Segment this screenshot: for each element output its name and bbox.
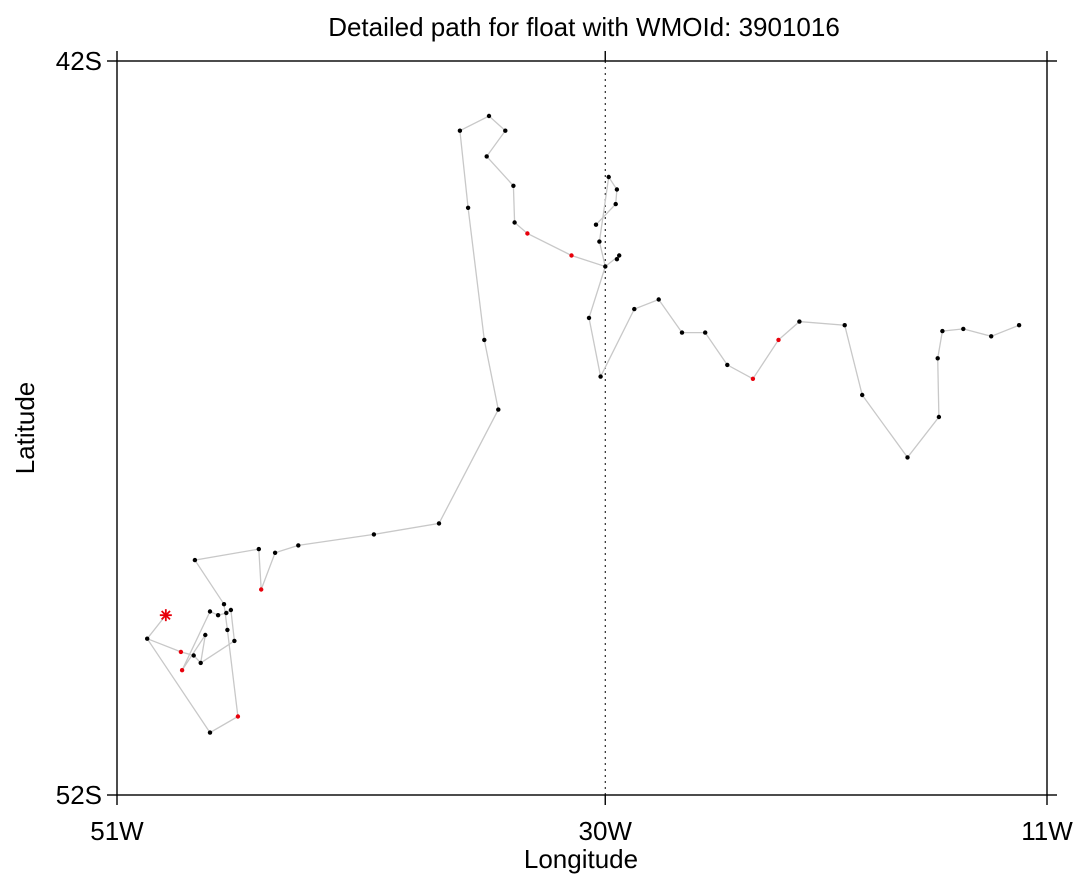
path-point bbox=[512, 220, 517, 225]
path-point bbox=[496, 407, 501, 412]
highlight-point bbox=[178, 649, 184, 655]
path-point bbox=[207, 730, 213, 735]
float-path-line-layer bbox=[146, 115, 1020, 734]
path-point bbox=[198, 660, 203, 666]
y-axis-label: Latitude bbox=[10, 382, 40, 475]
path-point bbox=[961, 326, 966, 332]
path-point bbox=[614, 257, 620, 262]
path-point bbox=[511, 183, 516, 188]
float-path-line bbox=[146, 115, 1020, 734]
y-axis-ticks: 42S 52S bbox=[56, 46, 1057, 810]
path-point bbox=[465, 205, 471, 210]
x-tick-label: 51W bbox=[90, 816, 144, 846]
highlight-point bbox=[179, 668, 185, 673]
path-point bbox=[207, 609, 213, 614]
path-point bbox=[503, 128, 508, 133]
path-point bbox=[232, 638, 237, 644]
x-axis-ticks: 51W 30W 11W bbox=[90, 51, 1073, 846]
plot-area bbox=[116, 60, 1048, 796]
path-point bbox=[598, 374, 603, 379]
path-point bbox=[989, 334, 994, 339]
path-point bbox=[256, 546, 261, 552]
path-point bbox=[935, 356, 940, 361]
path-point bbox=[632, 306, 637, 312]
highlight-point bbox=[259, 587, 264, 592]
path-point bbox=[203, 632, 208, 638]
highlight-point bbox=[776, 337, 781, 343]
highlight-point bbox=[235, 714, 241, 719]
highlight-point bbox=[750, 376, 756, 381]
path-point bbox=[860, 392, 865, 398]
path-point bbox=[797, 319, 802, 324]
path-point bbox=[371, 532, 377, 537]
path-point bbox=[225, 627, 230, 633]
path-point bbox=[486, 113, 492, 119]
y-tick-label: 52S bbox=[56, 780, 102, 810]
highlight-point bbox=[569, 253, 574, 258]
plot-frame bbox=[116, 60, 1048, 796]
path-point bbox=[145, 636, 150, 641]
float-path-points-layer bbox=[145, 113, 1022, 735]
path-point bbox=[484, 154, 489, 159]
path-point bbox=[617, 253, 622, 258]
path-point bbox=[436, 521, 442, 526]
path-point bbox=[586, 315, 592, 321]
path-point bbox=[936, 414, 942, 420]
path-point bbox=[597, 239, 602, 244]
path-point bbox=[482, 337, 487, 343]
start-marker-layer bbox=[159, 609, 172, 622]
path-point bbox=[603, 264, 608, 269]
y-tick-label: 42S bbox=[56, 46, 102, 76]
path-point bbox=[606, 174, 611, 180]
path-point bbox=[224, 610, 229, 616]
float-path-segment-2 bbox=[146, 608, 236, 671]
path-point bbox=[703, 330, 708, 335]
path-point bbox=[613, 201, 618, 207]
path-point bbox=[457, 128, 463, 133]
path-point bbox=[272, 550, 278, 555]
x-tick-label: 11W bbox=[1021, 816, 1073, 846]
path-point bbox=[905, 455, 910, 460]
chart-title: Detailed path for float with WMOId: 3901… bbox=[328, 12, 840, 42]
highlight-point bbox=[525, 231, 530, 236]
path-point bbox=[940, 328, 945, 334]
path-point bbox=[228, 607, 234, 613]
path-point bbox=[1016, 323, 1022, 328]
path-point bbox=[593, 222, 599, 227]
path-point bbox=[296, 543, 301, 548]
path-point bbox=[725, 362, 730, 368]
path-point bbox=[679, 330, 685, 335]
path-point bbox=[656, 297, 661, 302]
x-axis-label: Longitude bbox=[524, 844, 638, 874]
start-marker-asterisk bbox=[159, 609, 172, 622]
path-point bbox=[614, 187, 620, 192]
path-point bbox=[842, 323, 847, 328]
path-point bbox=[192, 557, 198, 563]
path-point bbox=[215, 613, 221, 618]
path-point bbox=[191, 653, 196, 658]
path-point bbox=[221, 602, 227, 607]
x-tick-label: 30W bbox=[579, 816, 633, 846]
